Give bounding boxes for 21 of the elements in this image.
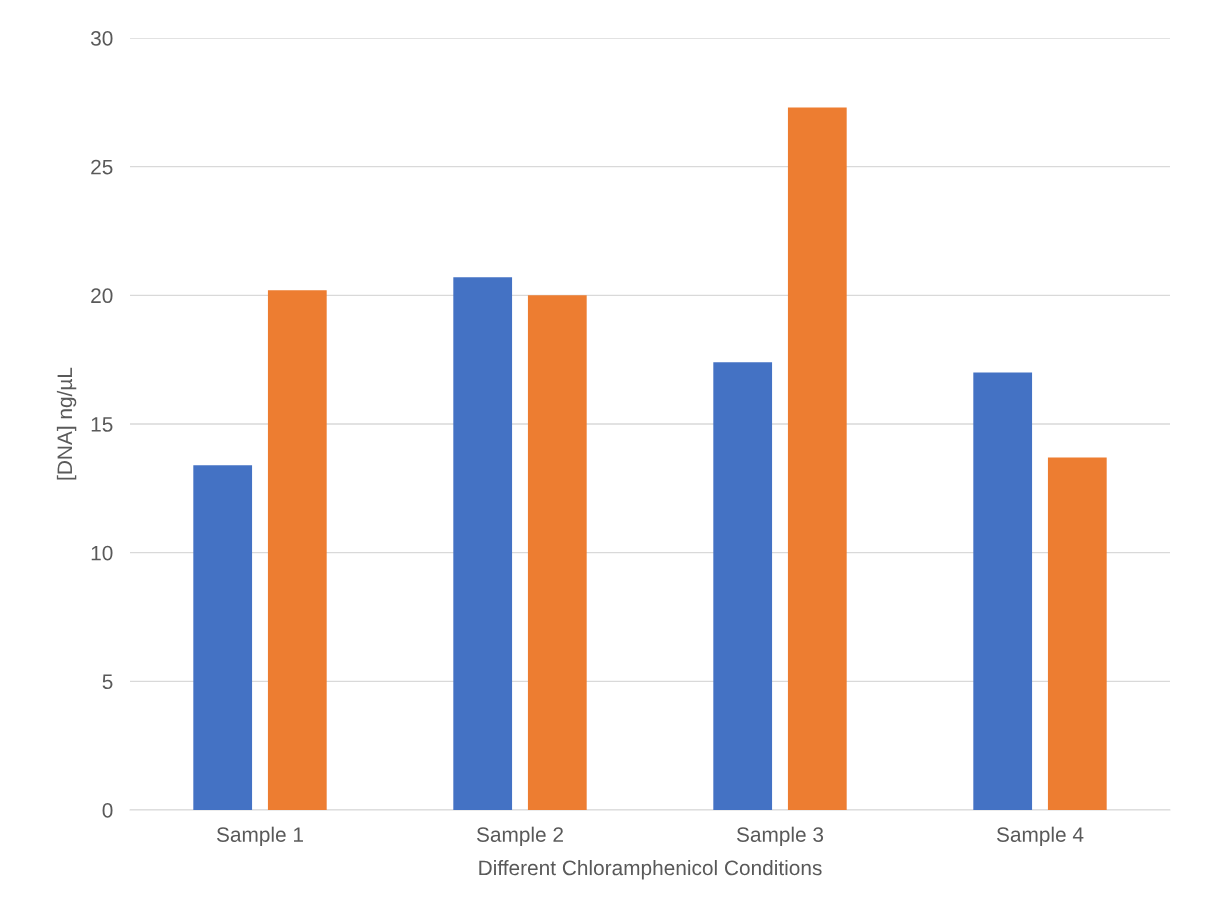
bar [1047, 457, 1107, 810]
bar [787, 107, 847, 810]
x-axis-title: Different Chloramphenicol Conditions [479, 859, 822, 880]
bar [193, 465, 253, 810]
y-tick-label: 0 [102, 803, 113, 818]
bar [713, 362, 773, 810]
y-tick-label: 5 [102, 674, 113, 690]
y-tick-label: 15 [91, 417, 113, 432]
bar [453, 277, 513, 810]
bar [527, 295, 587, 810]
x-tick-label: Sample 1 [216, 826, 303, 847]
x-tick-label: Sample 4 [996, 826, 1084, 847]
y-axis-title: [DNA] ng/µL [56, 367, 77, 480]
y-tick-label: 25 [91, 159, 113, 175]
y-tick-label: 10 [91, 545, 113, 561]
bar [973, 372, 1033, 810]
x-tick-label: Sample 2 [476, 826, 563, 847]
y-tick-label: 30 [90, 31, 113, 46]
bar [267, 290, 327, 810]
x-tick-label: Sample 3 [736, 826, 824, 847]
y-tick-label: 20 [91, 288, 113, 304]
